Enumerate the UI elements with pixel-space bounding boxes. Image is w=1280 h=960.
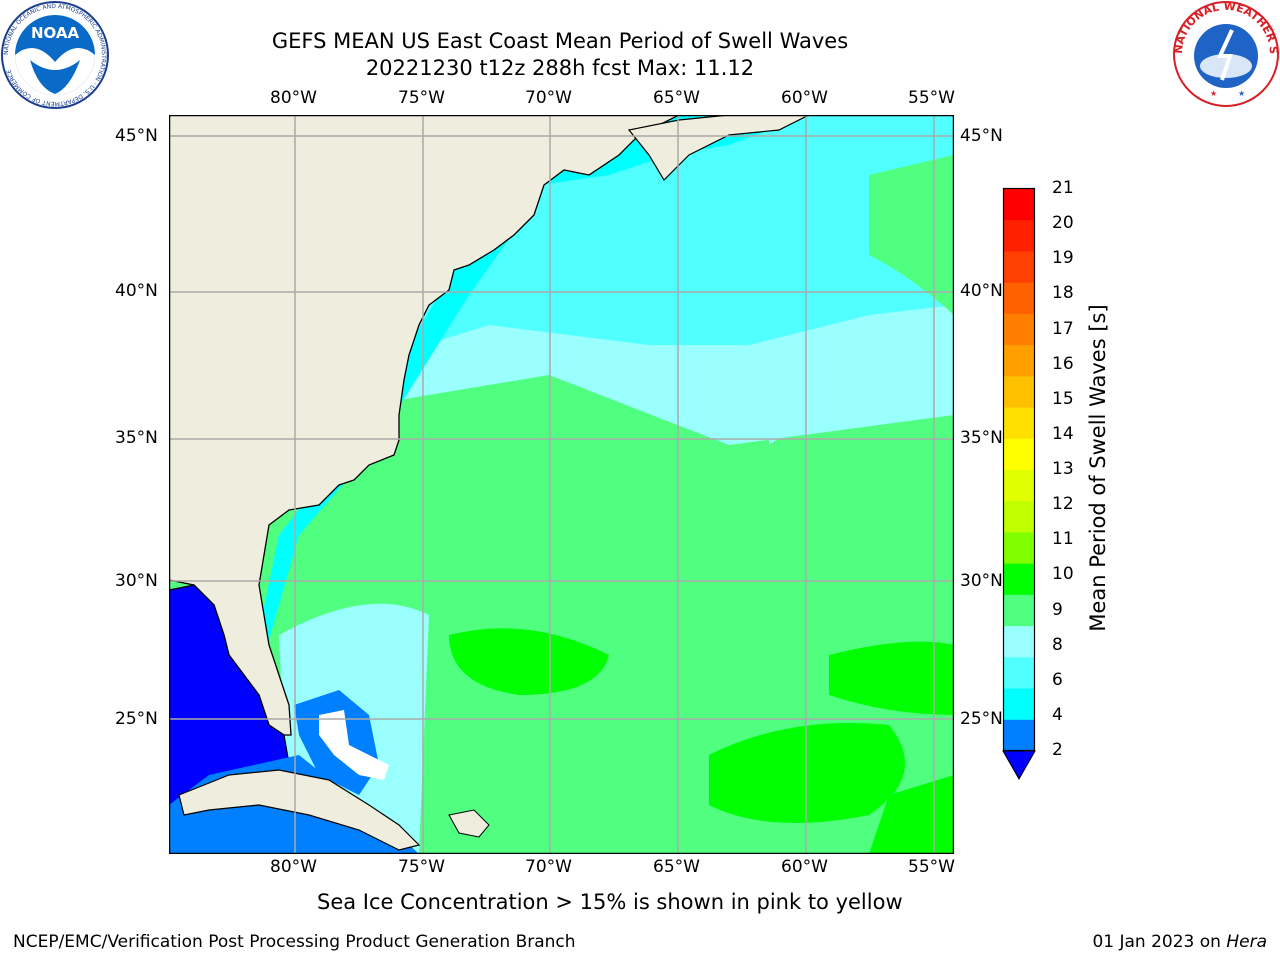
colorbar-tick-label: 17 xyxy=(1052,318,1074,339)
chart-title: GEFS MEAN US East Coast Mean Period of S… xyxy=(271,29,849,53)
colorbar-cell xyxy=(1004,313,1034,346)
colorbar-cell xyxy=(1004,282,1034,315)
lat-label-left: 40°N xyxy=(115,281,158,301)
lon-label-top: 75°W xyxy=(398,88,445,108)
lon-label-bottom: 75°W xyxy=(398,857,445,877)
lon-label-bottom: 80°W xyxy=(270,857,317,877)
colorbar-cell xyxy=(1004,719,1034,752)
lat-label-right: 45°N xyxy=(960,126,1003,146)
colorbar-tick-label: 10 xyxy=(1052,564,1074,585)
colorbar-extend-arrow xyxy=(1002,750,1036,781)
colorbar-tick-label: 8 xyxy=(1052,634,1063,655)
colorbar-frame xyxy=(1002,187,1036,752)
colorbar-cell xyxy=(1004,407,1034,440)
footer-date-text: 01 Jan 2023 on xyxy=(1092,932,1227,952)
land-cuba xyxy=(178,769,421,851)
colorbar-cell xyxy=(1004,532,1034,565)
lon-label-bottom: 70°W xyxy=(525,857,572,877)
lat-label-left: 45°N xyxy=(115,126,158,146)
lat-label-left: 25°N xyxy=(115,709,158,729)
colorbar-tick-label: 14 xyxy=(1052,423,1074,444)
patch-10-11s-c xyxy=(829,641,954,715)
footer-branch: NCEP/EMC/Verification Post Processing Pr… xyxy=(13,932,576,952)
band-6-8s-green-east xyxy=(869,155,954,315)
colorbar-cell xyxy=(1004,657,1034,690)
lat-label-left: 30°N xyxy=(115,571,158,591)
colorbar-label: Mean Period of Swell Waves [s] xyxy=(1086,304,1110,632)
band-8-9s-east xyxy=(769,355,954,445)
lat-label-right: 25°N xyxy=(960,709,1003,729)
colorbar-tick-label: 18 xyxy=(1052,283,1074,304)
map-frame xyxy=(169,115,954,854)
land-maritimes xyxy=(627,115,810,181)
band-4-6s-coast xyxy=(254,155,549,675)
lon-label-bottom: 65°W xyxy=(653,857,700,877)
swell-period-map xyxy=(169,115,954,854)
bahamas-islands xyxy=(319,710,389,780)
lon-label-bottom: 60°W xyxy=(781,857,828,877)
chart-subtitle: 20221230 t12z 288h fcst Max: 11.12 xyxy=(365,56,755,80)
nws-logo-icon: NATIONAL WEATHER SERVICE ★ ★ xyxy=(1172,0,1280,107)
colorbar-tick-label: 15 xyxy=(1052,388,1074,409)
colorbar-cell xyxy=(1004,376,1034,409)
colorbar-cell xyxy=(1004,688,1034,721)
colorbar-cell xyxy=(1004,189,1034,221)
colorbar xyxy=(1002,187,1036,781)
colorbar-cell xyxy=(1004,345,1034,377)
patch-10-11s-d xyxy=(869,775,954,854)
lon-label-top: 80°W xyxy=(270,88,317,108)
colorbar-cell xyxy=(1004,251,1034,284)
colorbar-tick-label: 16 xyxy=(1052,353,1074,374)
colorbar-tick-label: 4 xyxy=(1052,704,1063,725)
colorbar-cell xyxy=(1004,594,1034,627)
graticule xyxy=(169,115,954,854)
lon-label-top: 70°W xyxy=(525,88,572,108)
colorbar-tick-label: 19 xyxy=(1052,248,1074,269)
colorbar-tick-label: 2 xyxy=(1052,740,1063,760)
colorbar-tick-label: 11 xyxy=(1052,529,1074,550)
lon-label-top: 65°W xyxy=(653,88,700,108)
lat-label-right: 30°N xyxy=(960,571,1003,591)
noaa-logo-icon: NATIONAL OCEANIC AND ATMOSPHERIC ADMINIS… xyxy=(1,1,109,109)
colorbar-tick-label: 21 xyxy=(1052,178,1074,198)
lon-label-bottom: 55°W xyxy=(908,857,955,877)
colorbar-cell xyxy=(1004,501,1034,533)
svg-text:★: ★ xyxy=(1210,89,1217,98)
footer-date: 01 Jan 2023 on Hera xyxy=(1092,932,1267,952)
lon-label-top: 55°W xyxy=(908,88,955,108)
colorbar-tick-label: 20 xyxy=(1052,213,1074,234)
colorbar-tick-label: 6 xyxy=(1052,669,1063,690)
patch-10-11s-b xyxy=(709,723,905,823)
colorbar-cell xyxy=(1004,220,1034,252)
svg-text:★: ★ xyxy=(1238,89,1245,98)
lat-label-right: 35°N xyxy=(960,428,1003,448)
colorbar-tick-label: 13 xyxy=(1052,459,1074,479)
colorbar-cell xyxy=(1004,626,1034,658)
colorbar-cell xyxy=(1004,563,1034,596)
colorbar-cell xyxy=(1004,470,1034,502)
colorbar-tick-label: 12 xyxy=(1052,494,1074,515)
patch-10-11s-a xyxy=(449,628,609,695)
colorbar-tick-label: 9 xyxy=(1052,599,1063,620)
lat-label-left: 35°N xyxy=(115,428,158,448)
land-hispaniola xyxy=(448,809,490,838)
colorbar-cell xyxy=(1004,438,1034,471)
noaa-text: NOAA xyxy=(31,24,80,42)
lat-label-right: 40°N xyxy=(960,281,1003,301)
sea-ice-caption: Sea Ice Concentration > 15% is shown in … xyxy=(317,890,903,914)
lon-label-top: 60°W xyxy=(781,88,828,108)
footer-machine: Hera xyxy=(1226,932,1267,952)
